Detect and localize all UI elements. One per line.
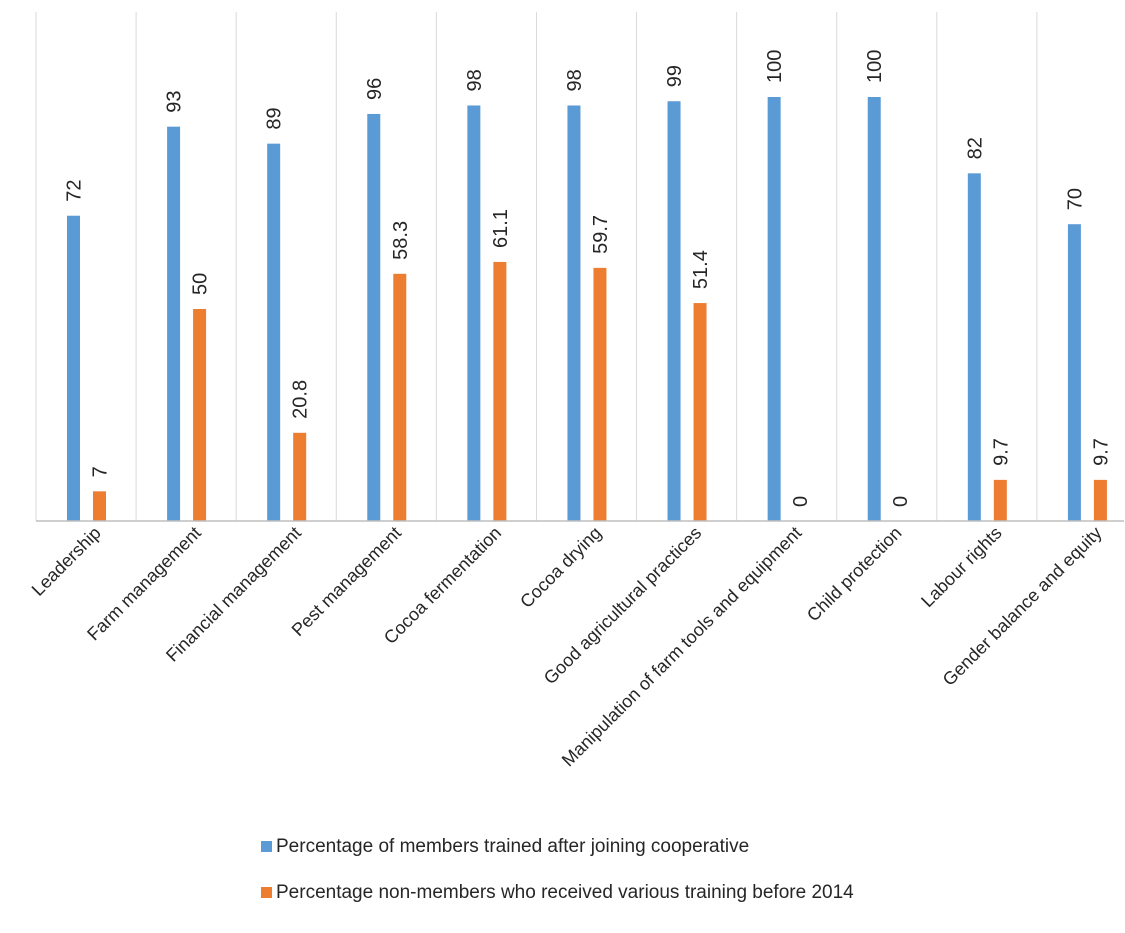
legend-entry: Percentage of members trained after join… — [276, 836, 749, 857]
bar-members — [967, 173, 981, 521]
bar-members — [167, 126, 181, 522]
category-label: Cocoa drying — [516, 523, 605, 612]
legend-swatch — [261, 841, 272, 852]
data-label: 20.8 — [290, 380, 312, 419]
bar-non-members — [1093, 479, 1107, 521]
data-label: 98 — [464, 69, 486, 91]
data-label: 96 — [364, 78, 386, 100]
data-label: 51.4 — [690, 250, 712, 289]
data-label: 82 — [964, 137, 986, 159]
bar-members — [367, 113, 381, 522]
legend-entry: Percentage non-members who received vari… — [276, 882, 854, 903]
bar-members — [767, 97, 781, 521]
data-label: 0 — [890, 496, 912, 507]
bar-non-members — [393, 273, 407, 521]
data-label: 98 — [564, 69, 586, 91]
bar-members — [667, 101, 681, 522]
bar-members — [467, 105, 481, 521]
bar-non-members — [593, 267, 607, 521]
bar-members — [567, 105, 581, 521]
bar-members — [67, 215, 80, 521]
category-gridlines — [35, 12, 1038, 521]
data-label: 59.7 — [590, 215, 612, 254]
data-label: 61.1 — [490, 209, 512, 248]
data-label: 100 — [864, 50, 886, 83]
bar-members — [867, 97, 881, 521]
data-labels: 72 7 93 50 89 20.8 96 58.3 98 61.1 98 59.7 99 51.4 100… — [64, 50, 1113, 507]
category-label: Child protection — [803, 523, 906, 626]
category-label: Labour rights — [917, 523, 1005, 611]
data-label: 99 — [664, 65, 686, 87]
bar-non-members — [93, 491, 106, 521]
data-label: 93 — [164, 90, 186, 112]
category-label: Gender balance and equity — [939, 523, 1106, 690]
category-label: Good agricultural practices — [540, 523, 706, 689]
data-label: 70 — [1064, 188, 1086, 210]
data-label: 50 — [190, 273, 212, 295]
bar-non-members — [693, 303, 707, 521]
data-label: 100 — [764, 50, 786, 83]
category-label: Leadership — [28, 523, 105, 600]
bar-non-members — [493, 261, 507, 521]
bar-members — [1067, 224, 1081, 521]
data-label: 7 — [90, 466, 112, 477]
legend-swatch — [261, 887, 272, 898]
bar-members — [267, 143, 281, 521]
data-label: 72 — [64, 179, 86, 201]
bar-non-members — [293, 432, 307, 521]
data-label: 89 — [264, 107, 286, 129]
data-label: 0 — [790, 496, 812, 507]
bar-non-members — [993, 479, 1007, 521]
legend: Percentage of members trained after join… — [261, 836, 854, 903]
bars — [67, 97, 1107, 522]
data-label: 58.3 — [390, 221, 412, 260]
bar-non-members — [193, 309, 207, 521]
data-label: 9.7 — [1090, 438, 1112, 466]
category-label: Pest management — [288, 523, 405, 640]
data-label: 9.7 — [990, 438, 1012, 466]
